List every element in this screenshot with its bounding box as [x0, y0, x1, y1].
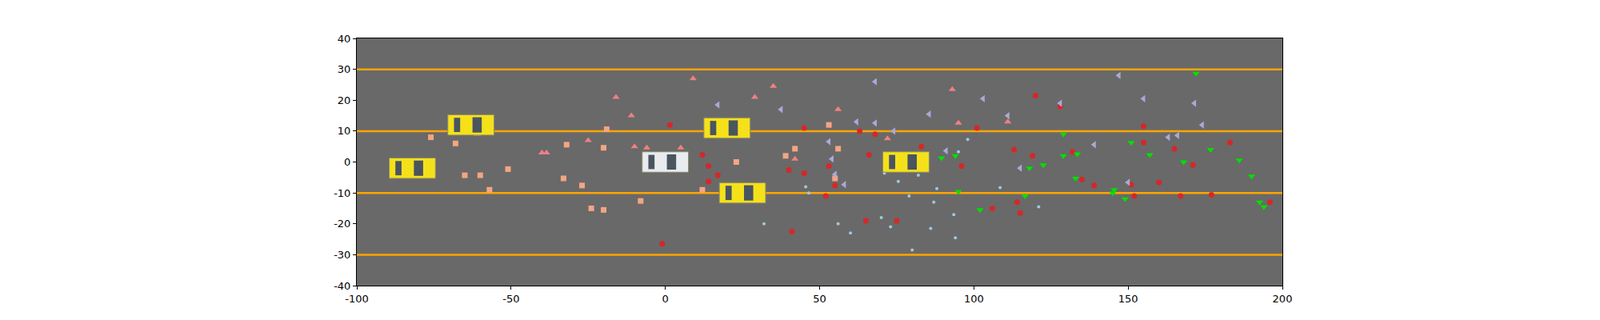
- svg-text:150: 150: [1118, 292, 1139, 305]
- svg-text:200: 200: [1272, 292, 1293, 305]
- svg-text:0: 0: [344, 156, 351, 168]
- svg-text:-20: -20: [333, 217, 351, 230]
- svg-text:10: 10: [337, 124, 352, 137]
- svg-text:-30: -30: [333, 248, 351, 261]
- svg-text:30: 30: [337, 63, 352, 76]
- svg-text:100: 100: [964, 292, 984, 305]
- svg-text:-10: -10: [333, 187, 351, 200]
- svg-text:-100: -100: [344, 292, 369, 305]
- svg-text:40: 40: [337, 32, 352, 45]
- svg-text:0: 0: [662, 292, 669, 305]
- svg-text:-40: -40: [333, 280, 351, 292]
- svg-text:50: 50: [812, 292, 827, 305]
- svg-text:-50: -50: [502, 292, 520, 305]
- svg-text:20: 20: [337, 94, 352, 107]
